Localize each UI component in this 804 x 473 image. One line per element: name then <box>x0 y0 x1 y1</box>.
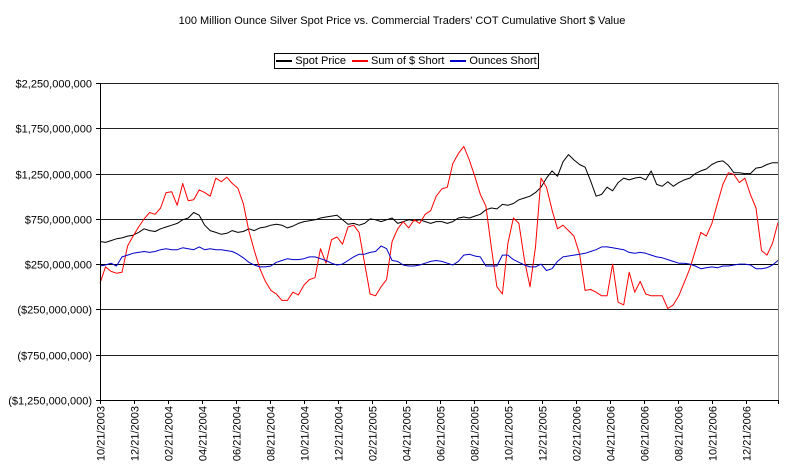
series-line-sum-of-short <box>99 145 779 309</box>
x-tick-label: 02/21/2005 <box>368 406 380 461</box>
series-line-ounces-short <box>99 245 779 271</box>
y-tick-label: ($250,000,000) <box>17 305 92 317</box>
y-tick-label: ($1,250,000,000) <box>8 396 92 408</box>
axes <box>100 83 779 401</box>
x-tick-label: 06/21/2005 <box>436 406 448 461</box>
legend-item-ounces-short: Ounces Short <box>450 55 537 67</box>
x-tick-label: 04/21/2006 <box>606 406 618 461</box>
x-tick-label: 10/21/2006 <box>708 406 720 461</box>
x-tick-label: 02/21/2006 <box>572 406 584 461</box>
x-tick-label: 12/21/2003 <box>130 406 142 461</box>
y-tick-label: $1,750,000,000 <box>16 124 92 136</box>
y-tick-label: $2,250,000,000 <box>16 79 92 91</box>
x-tick-label: 08/21/2006 <box>674 406 686 461</box>
y-axis-ticks: $2,250,000,000 $1,750,000,000 $1,250,000,0… <box>8 79 100 408</box>
gridlines <box>100 83 778 401</box>
x-tick-label: 10/21/2004 <box>300 406 312 461</box>
legend-item-sum-of-short: Sum of $ Short <box>352 55 444 67</box>
x-tick-label: 08/21/2004 <box>266 406 278 461</box>
chart-title: 100 Million Ounce Silver Spot Price vs. … <box>178 15 626 27</box>
y-tick-label: $1,250,000,000 <box>16 170 92 182</box>
y-tick-label: $750,000,000 <box>25 215 92 227</box>
legend-label-ounces-short: Ounces Short <box>469 55 537 67</box>
x-tick-label: 04/21/2005 <box>402 406 414 461</box>
legend-swatch-sum-of-short <box>352 60 369 62</box>
y-tick-label: $250,000,000 <box>25 260 92 272</box>
x-tick-label: 12/21/2004 <box>334 406 346 461</box>
x-tick-label: 12/21/2006 <box>742 406 754 461</box>
legend-swatch-spot-price <box>276 60 293 62</box>
x-tick-label: 12/21/2005 <box>538 406 550 461</box>
legend-item-spot-price: Spot Price <box>276 55 346 67</box>
legend-swatch-ounces-short <box>450 60 467 62</box>
legend-label-sum-of-short: Sum of $ Short <box>371 55 445 67</box>
x-tick-label: 10/21/2005 <box>504 406 516 461</box>
series-lines <box>99 145 779 309</box>
x-tick-label: 04/21/2004 <box>198 406 210 461</box>
x-tick-label: 08/21/2005 <box>470 406 482 461</box>
y-tick-label: ($750,000,000) <box>17 351 92 363</box>
x-axis-ticks: 10/21/2003 12/21/2003 02/21/2004 04/21/2004… <box>96 400 779 461</box>
x-tick-label: 06/21/2006 <box>640 406 652 461</box>
legend-label-spot-price: Spot Price <box>295 55 347 67</box>
series-line-spot-price <box>99 154 778 243</box>
x-tick-label: 06/21/2004 <box>232 406 244 461</box>
x-tick-label: 10/21/2003 <box>96 406 108 461</box>
legend: Spot Price Sum of $ Short Ounces Short <box>274 53 539 69</box>
x-tick-label: 02/21/2004 <box>164 406 176 461</box>
